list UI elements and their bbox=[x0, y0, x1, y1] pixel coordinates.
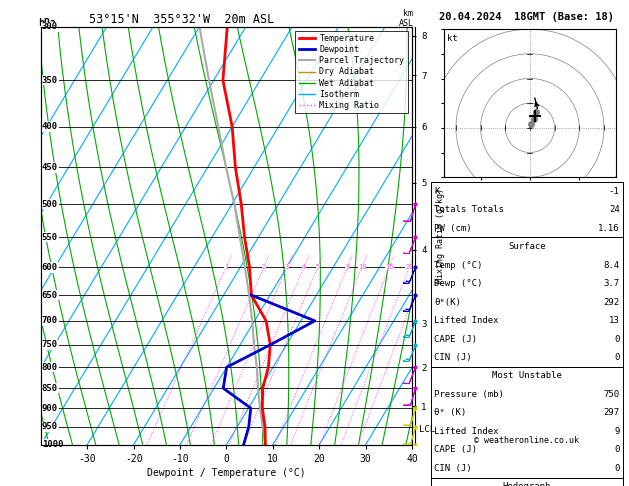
Text: km
ASL: km ASL bbox=[398, 9, 413, 29]
Text: 750: 750 bbox=[42, 340, 58, 349]
Text: CAPE (J): CAPE (J) bbox=[434, 445, 477, 454]
Text: kt: kt bbox=[447, 34, 458, 43]
Text: 0: 0 bbox=[614, 464, 620, 473]
Text: 550: 550 bbox=[42, 233, 58, 242]
Text: 3.7: 3.7 bbox=[603, 279, 620, 288]
Text: 0: 0 bbox=[614, 334, 620, 344]
Text: 450: 450 bbox=[42, 163, 58, 172]
Text: 400: 400 bbox=[42, 122, 58, 131]
Title: 53°15'N  355°32'W  20m ASL: 53°15'N 355°32'W 20m ASL bbox=[89, 13, 274, 26]
Text: 15: 15 bbox=[385, 264, 394, 270]
Text: 750: 750 bbox=[603, 390, 620, 399]
Text: LCL: LCL bbox=[419, 425, 435, 434]
Text: Temp (°C): Temp (°C) bbox=[434, 260, 482, 270]
Text: -1: -1 bbox=[609, 187, 620, 196]
Text: 20: 20 bbox=[405, 264, 414, 270]
Text: 2: 2 bbox=[262, 264, 266, 270]
Text: Most Unstable: Most Unstable bbox=[492, 371, 562, 381]
Text: CIN (J): CIN (J) bbox=[434, 353, 472, 362]
Text: 1.16: 1.16 bbox=[598, 224, 620, 233]
Text: 800: 800 bbox=[42, 363, 58, 372]
Text: 950: 950 bbox=[42, 422, 58, 432]
Text: 8.4: 8.4 bbox=[603, 260, 620, 270]
Text: 350: 350 bbox=[42, 76, 58, 85]
Text: 1: 1 bbox=[224, 264, 228, 270]
X-axis label: Dewpoint / Temperature (°C): Dewpoint / Temperature (°C) bbox=[147, 468, 306, 478]
Text: 292: 292 bbox=[603, 297, 620, 307]
Text: 500: 500 bbox=[42, 200, 58, 208]
Text: 1000: 1000 bbox=[42, 440, 64, 449]
Text: Mixing Ratio (g/kg): Mixing Ratio (g/kg) bbox=[436, 188, 445, 283]
Text: 10: 10 bbox=[358, 264, 366, 270]
Text: Pressure (mb): Pressure (mb) bbox=[434, 390, 504, 399]
Legend: Temperature, Dewpoint, Parcel Trajectory, Dry Adiabat, Wet Adiabat, Isotherm, Mi: Temperature, Dewpoint, Parcel Trajectory… bbox=[296, 31, 408, 113]
Text: Totals Totals: Totals Totals bbox=[434, 205, 504, 214]
Text: 20.04.2024  18GMT (Base: 18): 20.04.2024 18GMT (Base: 18) bbox=[439, 12, 615, 22]
Text: θᵉ(K): θᵉ(K) bbox=[434, 297, 461, 307]
Text: Surface: Surface bbox=[508, 242, 545, 251]
Text: 8: 8 bbox=[345, 264, 350, 270]
Text: 4: 4 bbox=[302, 264, 306, 270]
Text: 5: 5 bbox=[316, 264, 320, 270]
Text: CIN (J): CIN (J) bbox=[434, 464, 472, 473]
Text: 300: 300 bbox=[42, 22, 58, 31]
Text: 3: 3 bbox=[285, 264, 289, 270]
Text: 0: 0 bbox=[614, 353, 620, 362]
Text: 24: 24 bbox=[609, 205, 620, 214]
Text: 13: 13 bbox=[609, 316, 620, 325]
Text: 0: 0 bbox=[614, 445, 620, 454]
Text: Dewp (°C): Dewp (°C) bbox=[434, 279, 482, 288]
Text: 297: 297 bbox=[603, 408, 620, 417]
Text: 9: 9 bbox=[614, 427, 620, 436]
Text: hPa: hPa bbox=[38, 18, 56, 29]
Text: PW (cm): PW (cm) bbox=[434, 224, 472, 233]
Text: θᵉ (K): θᵉ (K) bbox=[434, 408, 466, 417]
Text: K: K bbox=[434, 187, 440, 196]
Text: CAPE (J): CAPE (J) bbox=[434, 334, 477, 344]
Text: Lifted Index: Lifted Index bbox=[434, 427, 499, 436]
Text: 850: 850 bbox=[42, 384, 58, 393]
Text: © weatheronline.co.uk: © weatheronline.co.uk bbox=[474, 435, 579, 445]
Text: 900: 900 bbox=[42, 403, 58, 413]
Text: 600: 600 bbox=[42, 263, 58, 272]
Text: 650: 650 bbox=[42, 291, 58, 300]
Text: Hodograph: Hodograph bbox=[503, 482, 551, 486]
Text: 700: 700 bbox=[42, 316, 58, 325]
Text: Lifted Index: Lifted Index bbox=[434, 316, 499, 325]
